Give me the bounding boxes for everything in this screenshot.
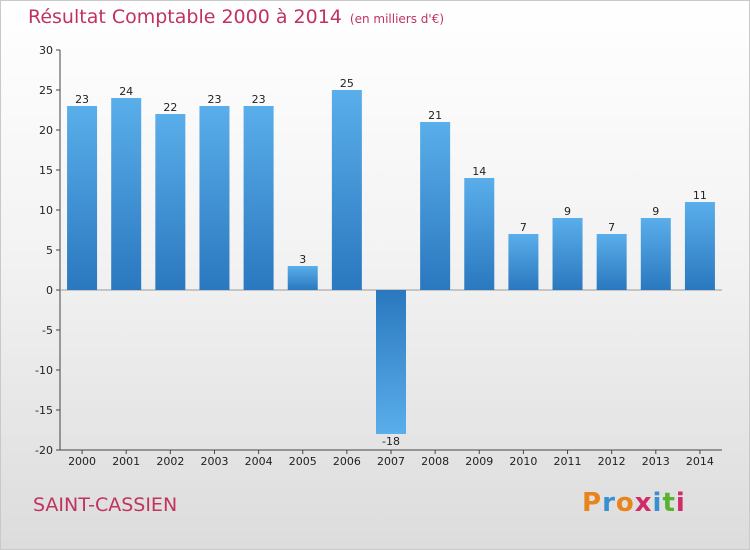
x-tick-label: 2007 — [377, 455, 405, 468]
logo-letter: o — [615, 488, 635, 518]
logo-letter: t — [662, 488, 676, 518]
bar-2003 — [199, 106, 230, 290]
value-label: 23 — [75, 93, 89, 106]
logo-letter: P — [582, 488, 603, 518]
x-tick-label: 2009 — [465, 455, 493, 468]
value-label: 14 — [472, 165, 486, 178]
logo-letter: i — [675, 488, 686, 518]
y-tick-label: -10 — [35, 364, 53, 377]
logo-letter: i — [652, 488, 663, 518]
bar-2013 — [640, 218, 671, 290]
y-tick-label: 5 — [46, 244, 53, 257]
bar-2009 — [464, 178, 495, 290]
value-label: 9 — [564, 205, 571, 218]
y-tick-label: 20 — [39, 124, 53, 137]
y-tick-label: -15 — [35, 404, 53, 417]
x-tick-label: 2008 — [421, 455, 449, 468]
y-tick-label: 0 — [46, 284, 53, 297]
bar-2005 — [287, 266, 318, 290]
city-name: SAINT-CASSIEN — [33, 494, 178, 516]
value-label: 11 — [693, 189, 707, 202]
y-tick-label: 30 — [39, 44, 53, 57]
x-tick-label: 2000 — [68, 455, 96, 468]
value-label: 3 — [299, 253, 306, 266]
value-label: 25 — [340, 77, 354, 90]
x-tick-label: 2002 — [156, 455, 184, 468]
bar-2001 — [111, 98, 142, 290]
x-tick-label: 2006 — [333, 455, 361, 468]
x-tick-label: 2003 — [200, 455, 228, 468]
value-label: 21 — [428, 109, 442, 122]
value-label: -18 — [382, 435, 400, 448]
bar-2010 — [508, 234, 539, 290]
value-label: 9 — [652, 205, 659, 218]
chart-title: Résultat Comptable 2000 à 2014 — [28, 6, 342, 28]
y-tick-label: -20 — [35, 444, 53, 457]
logo-letter: r — [602, 488, 616, 518]
x-tick-label: 2001 — [112, 455, 140, 468]
bar-2000 — [67, 106, 98, 290]
bar-2014 — [684, 202, 715, 290]
y-tick-label: 25 — [39, 84, 53, 97]
y-tick-label: 15 — [39, 164, 53, 177]
bar-2011 — [552, 218, 583, 290]
proxiti-logo: Proxiti — [582, 488, 686, 518]
x-tick-label: 2011 — [554, 455, 582, 468]
value-label: 24 — [119, 85, 133, 98]
x-tick-label: 2005 — [289, 455, 317, 468]
x-tick-label: 2013 — [642, 455, 670, 468]
y-tick-label: -5 — [42, 324, 53, 337]
y-tick-label: 10 — [39, 204, 53, 217]
x-tick-label: 2004 — [245, 455, 273, 468]
bar-2004 — [243, 106, 274, 290]
bar-2012 — [596, 234, 627, 290]
bar-2008 — [420, 122, 451, 290]
value-label: 7 — [520, 221, 527, 234]
bar-2002 — [155, 114, 186, 290]
bar-2006 — [331, 90, 362, 290]
x-tick-label: 2014 — [686, 455, 714, 468]
x-tick-label: 2010 — [509, 455, 537, 468]
chart-unit: (en milliers d'€) — [349, 12, 445, 26]
value-label: 23 — [252, 93, 266, 106]
bar-2007 — [376, 290, 406, 434]
value-label: 22 — [163, 101, 177, 114]
value-label: 23 — [207, 93, 221, 106]
logo-letter: x — [634, 488, 653, 518]
x-tick-label: 2012 — [598, 455, 626, 468]
chart-title-block: Résultat Comptable 2000 à 2014 (en millie… — [28, 6, 444, 28]
value-label: 7 — [608, 221, 615, 234]
